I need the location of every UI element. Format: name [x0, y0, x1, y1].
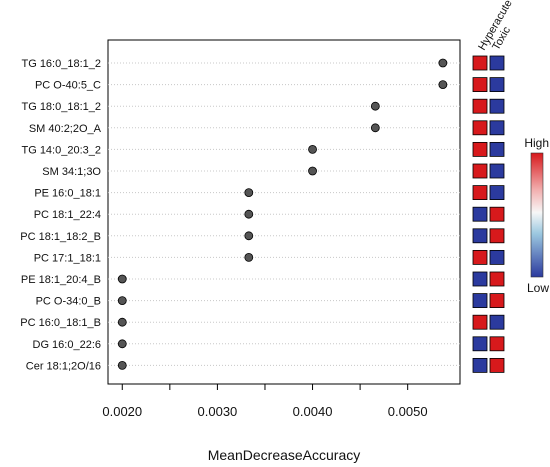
heatmap-cell-hyperacute [472, 185, 488, 201]
heatmap-cell-hyperacute [472, 55, 488, 71]
heatmap-cell-toxic [489, 314, 505, 330]
feature-label: PC 18:1_18:2_B [20, 231, 101, 243]
feature-label: PC O-40:5_C [35, 80, 101, 92]
data-point [438, 58, 448, 68]
heatmap-cell-hyperacute [472, 293, 488, 309]
data-point [244, 252, 254, 262]
feature-label: PE 16:0_18:1 [34, 188, 101, 200]
heatmap-cell-toxic [489, 271, 505, 287]
feature-label: SM 34:1;3O [42, 166, 101, 178]
feature-label: Cer 18:1;2O/16 [26, 360, 101, 372]
data-point [117, 360, 127, 370]
x-tick-label: 0.0030 [198, 404, 238, 419]
data-point [117, 317, 127, 327]
heatmap-cell-toxic [489, 98, 505, 114]
feature-labels: TG 16:0_18:1_2 PC O-40:5_C TG 18:0_18:1_2 S… [20, 58, 101, 372]
heatmap-cell-hyperacute [472, 77, 488, 92]
heatmap-cell-hyperacute [472, 314, 488, 330]
data-point [117, 274, 127, 284]
data-point [370, 101, 380, 111]
data-point [438, 80, 448, 89]
feature-label: SM 40:2;2O_A [29, 123, 102, 135]
feature-label: DG 16:0_22:6 [33, 339, 102, 351]
heatmap-cell-toxic [489, 163, 505, 179]
feature-label: PC 16:0_18:1_B [20, 317, 101, 329]
heatmap [472, 55, 505, 373]
heatmap-cell-hyperacute [472, 141, 488, 157]
heatmap-cell-toxic [489, 293, 505, 309]
colorbar-low-label: Low [527, 281, 549, 295]
heatmap-cell-toxic [489, 120, 505, 136]
feature-label: TG 18:0_18:1_2 [21, 101, 101, 113]
x-tick-label: 0.0050 [388, 404, 428, 419]
data-point [244, 209, 254, 219]
data-point [308, 144, 317, 154]
heatmap-cell-toxic [489, 228, 505, 244]
feature-label: TG 14:0_20:3_2 [21, 144, 101, 156]
heatmap-cell-hyperacute [472, 336, 488, 352]
grid-lines [108, 62, 460, 366]
heatmap-cell-hyperacute [472, 206, 488, 222]
feature-label: PC 18:1_22:4 [34, 209, 101, 221]
data-point [308, 166, 317, 176]
feature-label: PC 17:1_18:1 [34, 252, 101, 264]
feature-label: TG 16:0_18:1_2 [21, 58, 101, 70]
heatmap-cell-toxic [489, 141, 505, 157]
x-axis-title: MeanDecreaseAccuracy [208, 447, 361, 463]
heatmap-cell-hyperacute [472, 357, 488, 373]
heatmap-cell-toxic [489, 77, 505, 92]
heatmap-cell-hyperacute [472, 249, 488, 265]
x-tick-label: 0.0040 [293, 404, 333, 419]
data-point [370, 123, 380, 133]
colorbar-high-label: High [524, 136, 549, 150]
x-tick-label: 0.0020 [102, 404, 142, 419]
data-point [244, 231, 254, 241]
heatmap-cell-toxic [489, 357, 505, 373]
feature-label: PE 18:1_20:4_B [21, 274, 101, 286]
data-point [244, 188, 254, 198]
plot-frame [107, 39, 461, 385]
heatmap-cell-toxic [489, 55, 505, 71]
heatmap-cell-hyperacute [472, 98, 488, 114]
heatmap-cell-toxic [489, 249, 505, 265]
heatmap-cell-toxic [489, 206, 505, 222]
heatmap-cell-toxic [489, 185, 505, 201]
x-axis: 0.0020 0.0030 0.0040 0.0050 [102, 383, 453, 419]
heatmap-cell-hyperacute [472, 163, 488, 179]
heatmap-cell-hyperacute [472, 271, 488, 287]
data-point [117, 339, 127, 349]
heatmap-cell-toxic [489, 336, 505, 352]
data-points [117, 58, 448, 370]
feature-label: PC O-34:0_B [36, 296, 101, 308]
colorbar [530, 152, 544, 278]
data-point [117, 296, 127, 306]
heatmap-cell-hyperacute [472, 228, 488, 244]
heatmap-cell-hyperacute [472, 120, 488, 136]
